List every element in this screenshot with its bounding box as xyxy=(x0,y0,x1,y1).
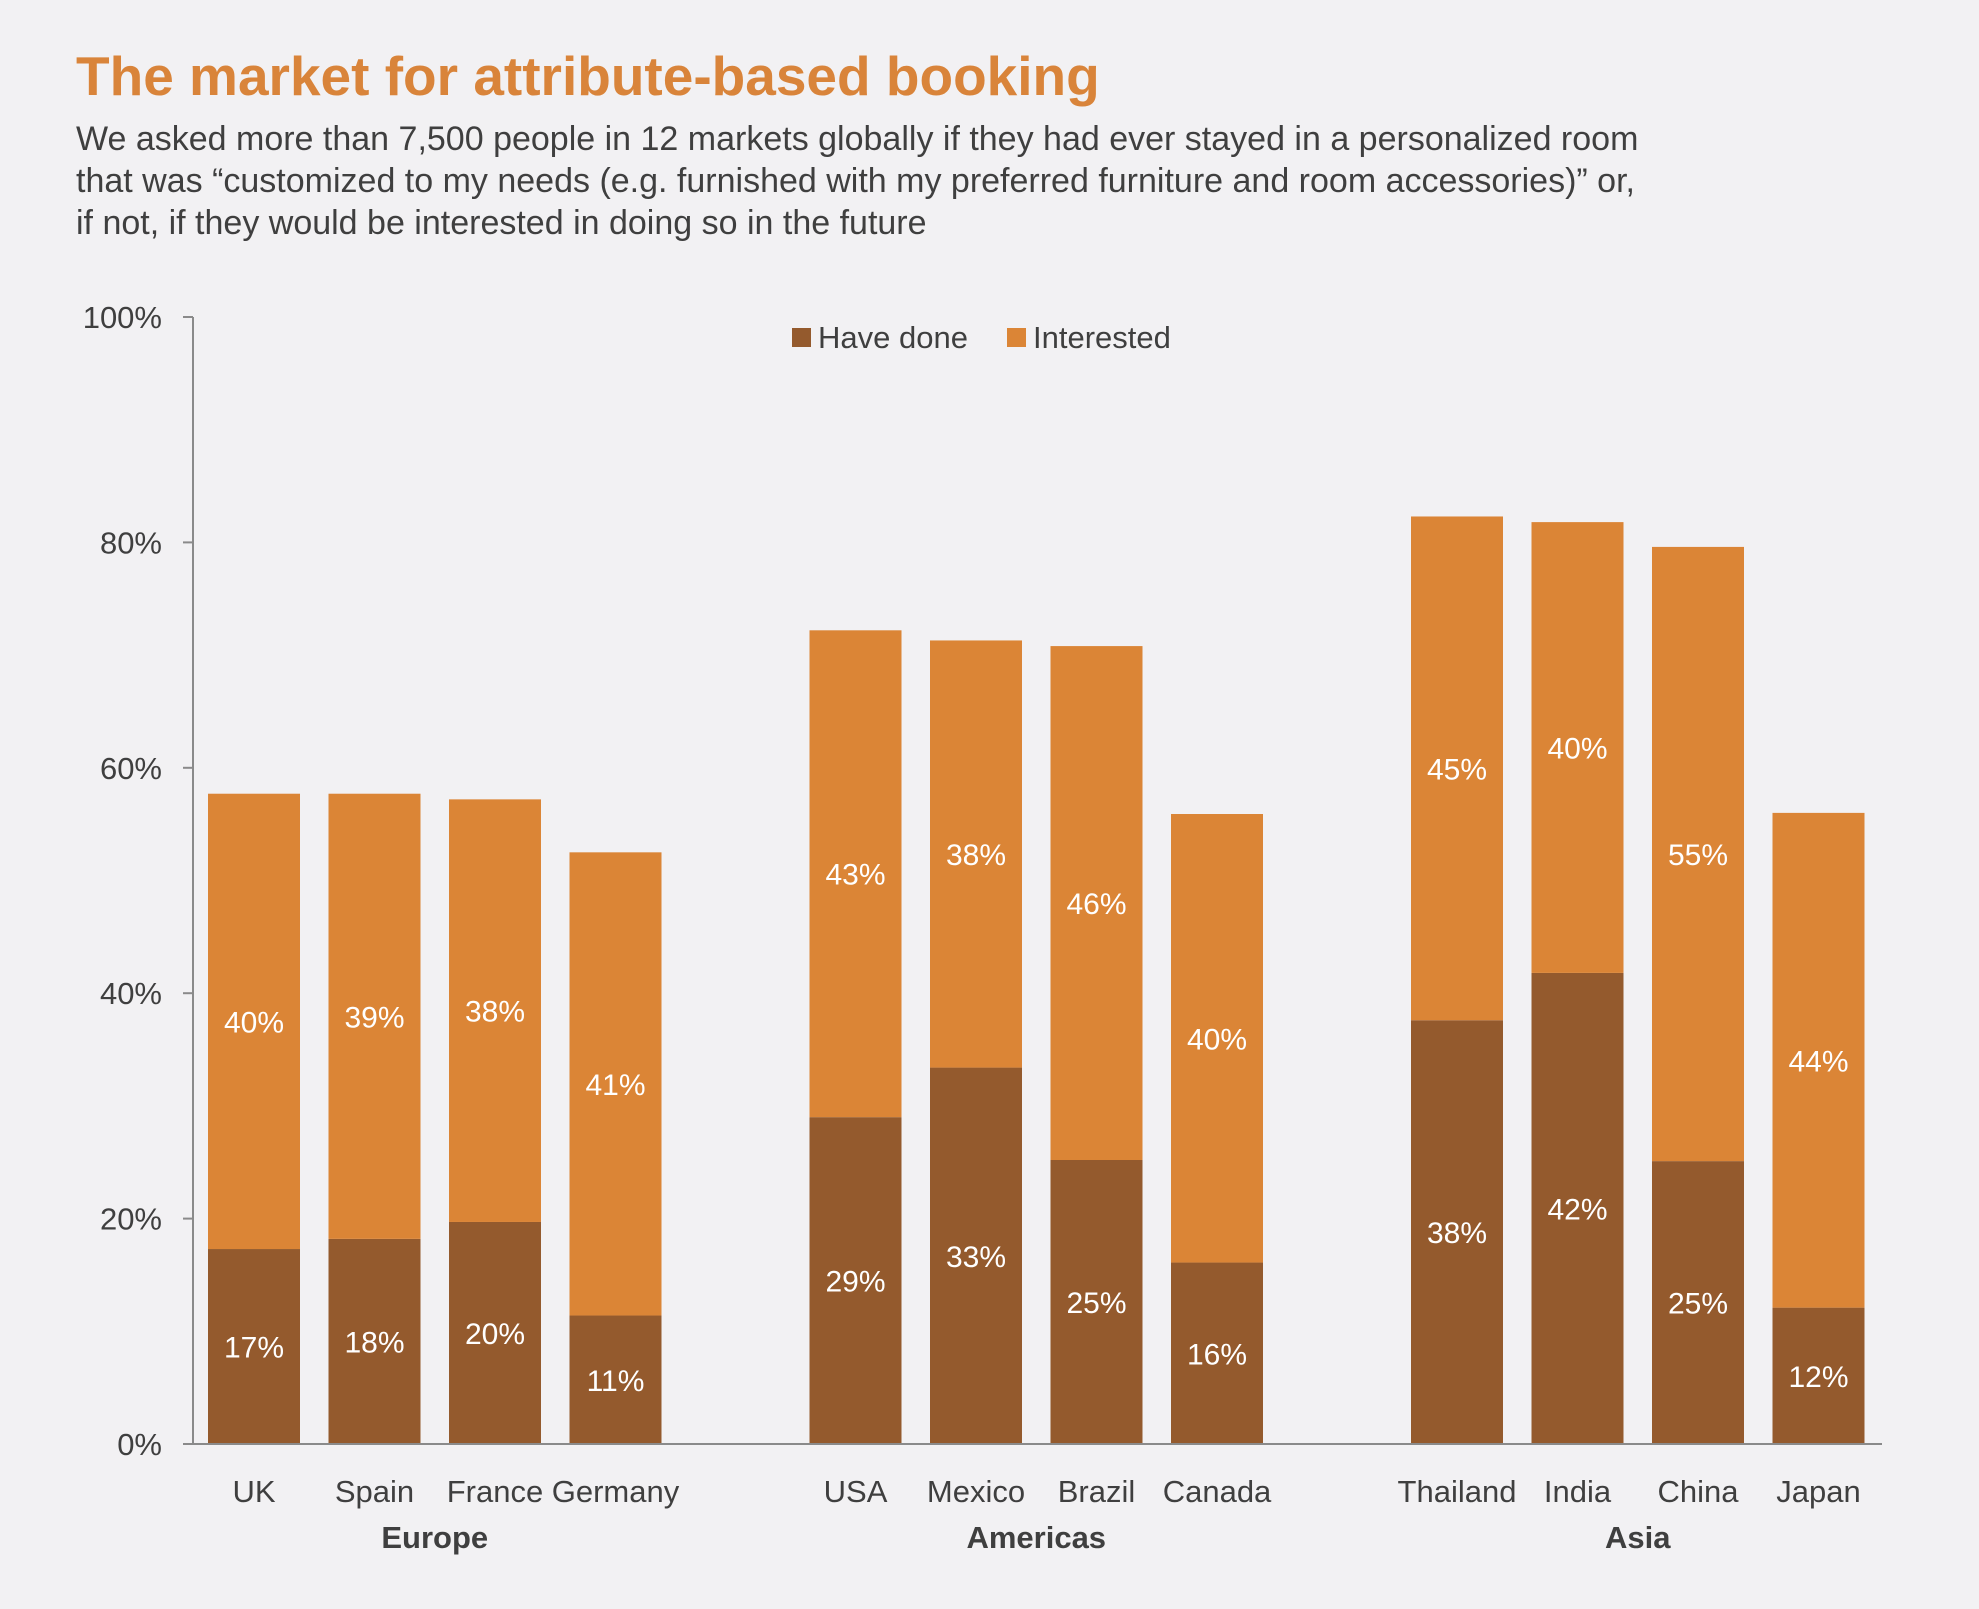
bar-interested xyxy=(449,799,541,1222)
bar-have-done xyxy=(930,1067,1022,1444)
data-label-interested: 41% xyxy=(585,1069,645,1102)
x-tick-label: USA xyxy=(824,1474,888,1509)
x-tick-label: Canada xyxy=(1163,1474,1272,1509)
bar-have-done xyxy=(1531,972,1624,1444)
data-label-have-done: 29% xyxy=(825,1266,885,1299)
subtitle-line: if not, if they would be interested in d… xyxy=(76,204,927,242)
data-label-interested: 40% xyxy=(1187,1023,1247,1056)
x-tick-label: Spain xyxy=(335,1474,414,1509)
bar-interested xyxy=(930,640,1022,1068)
x-tick-label: UK xyxy=(232,1474,275,1509)
data-label-interested: 38% xyxy=(946,839,1006,872)
bar-have-done xyxy=(1171,1262,1263,1444)
x-tick-label: France xyxy=(447,1474,543,1509)
bar-interested xyxy=(1531,522,1624,973)
data-label-have-done: 38% xyxy=(1427,1217,1487,1250)
x-tick-label: Mexico xyxy=(927,1474,1025,1509)
group-label: Americas xyxy=(966,1520,1106,1555)
x-tick-label: India xyxy=(1544,1474,1612,1509)
bar-interested xyxy=(809,630,902,1118)
chart-subtitle: We asked more than 7,500 people in 12 ma… xyxy=(76,118,1638,244)
bar-have-done xyxy=(208,1249,300,1444)
bar-have-done xyxy=(1050,1159,1143,1444)
data-label-interested: 40% xyxy=(224,1006,284,1039)
legend-label-have-done: Have done xyxy=(818,320,968,355)
x-tick-label: Brazil xyxy=(1058,1474,1136,1509)
data-label-interested: 46% xyxy=(1066,888,1126,921)
y-tick-label: 80% xyxy=(100,525,162,560)
y-tick-label: 20% xyxy=(100,1202,162,1237)
data-label-interested: 39% xyxy=(344,1001,404,1034)
data-label-have-done: 16% xyxy=(1187,1338,1247,1371)
bar-have-done xyxy=(449,1221,541,1444)
x-tick-label: Japan xyxy=(1776,1474,1860,1509)
y-tick-label: 0% xyxy=(117,1427,162,1462)
bar-interested xyxy=(1171,814,1263,1263)
bar-have-done xyxy=(1772,1307,1865,1444)
data-label-have-done: 11% xyxy=(587,1365,645,1398)
x-tick-label: Germany xyxy=(552,1474,680,1509)
y-tick-label: 60% xyxy=(100,751,162,786)
subtitle-line: We asked more than 7,500 people in 12 ma… xyxy=(76,120,1639,158)
bar-interested xyxy=(1652,546,1744,1162)
bar-interested xyxy=(1411,516,1503,1021)
bar-have-done xyxy=(569,1315,662,1444)
group-label: Europe xyxy=(381,1520,488,1555)
data-label-have-done: 33% xyxy=(946,1241,1006,1274)
bar-interested xyxy=(1772,812,1865,1308)
data-label-have-done: 25% xyxy=(1066,1287,1126,1320)
data-label-interested: 38% xyxy=(465,996,525,1029)
data-label-interested: 40% xyxy=(1547,733,1607,766)
data-label-have-done: 12% xyxy=(1788,1361,1848,1394)
data-label-have-done: 18% xyxy=(344,1326,404,1359)
data-label-have-done: 17% xyxy=(224,1332,284,1365)
data-label-have-done: 42% xyxy=(1547,1193,1607,1226)
y-tick-label: 40% xyxy=(100,976,162,1011)
group-label: Asia xyxy=(1605,1520,1671,1555)
data-label-interested: 45% xyxy=(1427,753,1487,786)
data-label-interested: 43% xyxy=(825,859,885,892)
data-label-interested: 55% xyxy=(1668,839,1728,872)
chart-title: The market for attribute-based booking xyxy=(76,45,1100,107)
bar-have-done xyxy=(1411,1020,1503,1444)
x-tick-label: Thailand xyxy=(1398,1474,1517,1509)
bar-interested xyxy=(1050,646,1143,1160)
data-label-have-done: 20% xyxy=(465,1318,525,1351)
subtitle-line: that was “customized to my needs (e.g. f… xyxy=(76,162,1635,200)
legend-swatch-interested xyxy=(1007,328,1026,347)
bar-have-done xyxy=(328,1238,421,1444)
legend-label-interested: Interested xyxy=(1033,320,1171,355)
bar-have-done xyxy=(809,1117,902,1444)
bar-interested xyxy=(208,793,300,1250)
bar-have-done xyxy=(1652,1161,1744,1444)
bar-interested xyxy=(328,793,421,1239)
data-label-interested: 44% xyxy=(1788,1045,1848,1078)
data-label-have-done: 25% xyxy=(1668,1288,1728,1321)
legend-swatch-have-done xyxy=(792,328,811,347)
y-tick-label: 100% xyxy=(83,300,162,335)
bar-interested xyxy=(569,852,662,1316)
x-tick-label: China xyxy=(1658,1474,1740,1509)
